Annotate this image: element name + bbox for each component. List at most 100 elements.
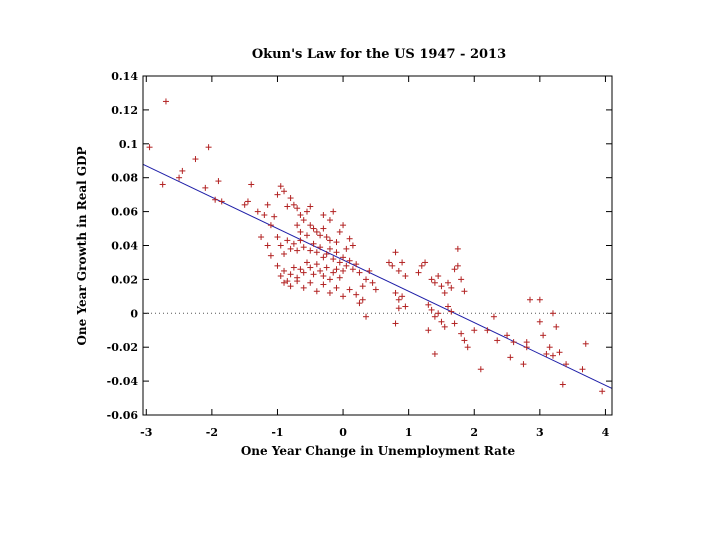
data-point bbox=[267, 252, 274, 259]
data-point bbox=[212, 196, 219, 203]
data-point bbox=[553, 323, 560, 330]
data-point bbox=[320, 254, 327, 261]
data-point bbox=[422, 259, 429, 266]
data-point bbox=[320, 211, 327, 218]
data-point bbox=[484, 327, 491, 334]
data-point bbox=[359, 296, 366, 303]
regression-line bbox=[142, 163, 613, 389]
data-point bbox=[372, 286, 379, 293]
data-point bbox=[218, 198, 225, 205]
y-tick-label: 0 bbox=[130, 307, 138, 320]
data-point bbox=[330, 208, 337, 215]
data-point bbox=[258, 234, 265, 241]
data-point bbox=[556, 349, 563, 356]
data-point bbox=[353, 261, 360, 268]
data-point bbox=[310, 271, 317, 278]
data-point bbox=[546, 344, 553, 351]
data-point bbox=[271, 213, 278, 220]
data-point bbox=[349, 242, 356, 249]
data-point bbox=[281, 279, 288, 286]
data-point bbox=[441, 323, 448, 330]
data-point bbox=[579, 366, 586, 373]
data-point bbox=[346, 286, 353, 293]
data-point bbox=[559, 381, 566, 388]
data-point bbox=[281, 188, 288, 195]
data-point bbox=[477, 366, 484, 373]
y-tick-label: 0.12 bbox=[111, 104, 138, 117]
data-point bbox=[313, 249, 320, 256]
data-point bbox=[366, 267, 373, 274]
data-point bbox=[294, 222, 301, 229]
data-point bbox=[179, 167, 186, 174]
data-point bbox=[445, 279, 452, 286]
data-point bbox=[317, 232, 324, 239]
data-point bbox=[287, 195, 294, 202]
data-point bbox=[428, 276, 435, 283]
x-tick-label: 1 bbox=[405, 426, 413, 439]
data-point bbox=[346, 235, 353, 242]
data-point bbox=[395, 296, 402, 303]
data-point bbox=[287, 245, 294, 252]
data-point bbox=[330, 256, 337, 263]
data-point bbox=[336, 274, 343, 281]
data-point bbox=[448, 308, 455, 315]
data-point bbox=[294, 247, 301, 254]
data-point bbox=[418, 262, 425, 269]
data-point bbox=[307, 264, 314, 271]
x-tick-label: 2 bbox=[470, 426, 478, 439]
data-point bbox=[274, 262, 281, 269]
data-point bbox=[320, 281, 327, 288]
data-point bbox=[504, 332, 511, 339]
plot-frame bbox=[142, 75, 613, 416]
data-point bbox=[287, 283, 294, 290]
data-point bbox=[346, 257, 353, 264]
data-point bbox=[294, 205, 301, 212]
data-point bbox=[330, 269, 337, 276]
data-point bbox=[284, 278, 291, 285]
data-point bbox=[323, 234, 330, 241]
data-point bbox=[395, 305, 402, 312]
data-point bbox=[320, 273, 327, 280]
data-point bbox=[320, 225, 327, 232]
y-tick-label: 0.06 bbox=[111, 206, 138, 219]
data-point bbox=[340, 267, 347, 274]
data-point bbox=[326, 237, 333, 244]
data-point bbox=[300, 284, 307, 291]
data-point bbox=[441, 289, 448, 296]
data-point bbox=[290, 264, 297, 271]
data-point bbox=[307, 222, 314, 229]
data-point bbox=[264, 242, 271, 249]
data-point bbox=[461, 288, 468, 295]
data-point bbox=[274, 191, 281, 198]
data-point bbox=[202, 184, 209, 191]
data-point bbox=[254, 208, 261, 215]
data-point bbox=[582, 340, 589, 347]
y-axis-ticks: -0.06 -0.04 -0.02 0 0.02 0.04 0.06 0.08 0.1 0.12 0… bbox=[107, 70, 612, 422]
data-point bbox=[353, 291, 360, 298]
x-tick-label: -2 bbox=[206, 426, 218, 439]
x-tick-label: 3 bbox=[536, 426, 544, 439]
y-axis-label: One Year Growth in Real GDP bbox=[75, 146, 89, 345]
data-point bbox=[277, 242, 284, 249]
data-point bbox=[284, 203, 291, 210]
y-tick-label: 0.02 bbox=[111, 273, 138, 286]
data-point bbox=[300, 269, 307, 276]
data-points bbox=[146, 98, 606, 395]
data-point bbox=[317, 244, 324, 251]
data-point bbox=[297, 211, 304, 218]
data-point bbox=[448, 284, 455, 291]
data-point bbox=[333, 284, 340, 291]
data-point bbox=[431, 313, 438, 320]
data-point bbox=[277, 273, 284, 280]
data-point bbox=[349, 266, 356, 273]
y-tick-label: 0.1 bbox=[119, 138, 138, 151]
data-point bbox=[277, 183, 284, 190]
data-point bbox=[192, 156, 199, 163]
data-point bbox=[336, 228, 343, 235]
data-point bbox=[494, 337, 501, 344]
data-point bbox=[510, 339, 517, 346]
data-point bbox=[435, 273, 442, 280]
data-point bbox=[281, 267, 288, 274]
data-point bbox=[297, 237, 304, 244]
